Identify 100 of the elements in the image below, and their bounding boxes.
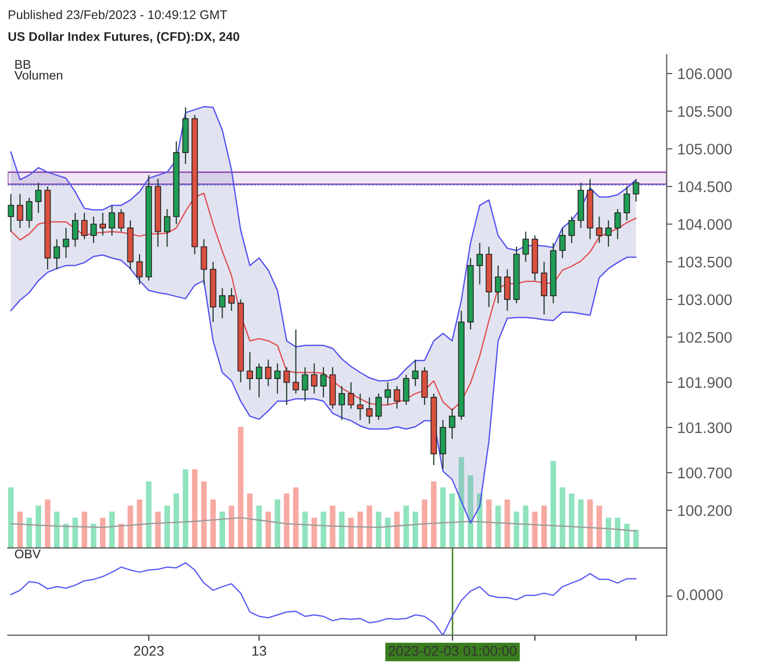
y-tick-label: 100.700: [678, 468, 732, 478]
bar: [36, 506, 42, 548]
annotation: BB: [15, 60, 30, 69]
bar: [100, 518, 106, 548]
bar: [412, 512, 418, 548]
candlestick: [100, 212, 106, 236]
y-tick-label: 101.300: [678, 422, 732, 434]
x-tick-label: 2023-02-03 01:00:00: [388, 646, 516, 656]
bar: [522, 506, 528, 548]
bar: [284, 493, 290, 548]
bar: [311, 518, 317, 548]
candlestick: [412, 359, 419, 387]
bar: [486, 500, 492, 548]
bar: [541, 506, 547, 548]
line-series: [10, 254, 637, 524]
bar: [440, 487, 446, 548]
bar: [118, 524, 124, 548]
candlestick: [320, 366, 327, 398]
bar: [192, 469, 198, 548]
bar: [614, 518, 620, 548]
bar: [220, 512, 226, 548]
y-tick-label: 103.500: [678, 256, 732, 268]
candlestick: [274, 362, 281, 394]
x-tick-label: 13: [252, 646, 266, 656]
bar: [357, 512, 363, 548]
bar: [348, 518, 354, 548]
candlestick: [16, 193, 24, 228]
candlestick: [632, 178, 640, 202]
candlestick: [494, 265, 502, 304]
candlestick: [283, 366, 290, 406]
bar: [182, 469, 188, 548]
bar: [274, 500, 280, 548]
bar: [210, 500, 216, 548]
bar: [82, 512, 88, 548]
bar: [146, 481, 152, 548]
candlestick: [596, 216, 602, 244]
bar: [394, 512, 400, 548]
bar: [228, 506, 234, 548]
y-tick-label: 105.000: [678, 144, 732, 155]
text: Published 23/Feb/2023 - 10:49:12 GMT: [8, 10, 228, 20]
candlestick: [357, 393, 364, 420]
bar: [532, 512, 538, 548]
bar: [339, 512, 345, 548]
candlestick: [35, 182, 42, 214]
candlestick: [72, 212, 78, 248]
bar: [330, 506, 336, 548]
bar: [72, 518, 78, 548]
candlestick: [90, 216, 97, 244]
candlestick: [164, 208, 170, 248]
bar: [247, 493, 253, 548]
bar: [54, 512, 60, 548]
candlestick: [256, 362, 262, 398]
candlestick: [384, 382, 391, 406]
candlestick: [228, 288, 235, 312]
candlestick: [624, 186, 630, 221]
bar: [238, 426, 244, 548]
candlestick: [348, 382, 354, 410]
candlestick: [136, 254, 143, 285]
y-tick-label: 104.500: [678, 181, 732, 192]
bar: [468, 475, 474, 548]
candlestick: [200, 238, 208, 285]
bar: [606, 518, 612, 548]
bar: [44, 500, 50, 548]
bar: [504, 500, 510, 548]
x-tick-label: 2023: [134, 646, 164, 656]
bar: [174, 493, 180, 548]
chart-title: US Dollar Index Futures, (CFD):DX, 240: [8, 32, 240, 44]
text: OBV: [14, 550, 41, 558]
text: 0.0000: [677, 589, 723, 600]
bar: [495, 506, 501, 548]
candlestick: [366, 396, 373, 424]
bar: [568, 493, 574, 548]
bar: [320, 512, 326, 548]
bar: [128, 506, 134, 548]
annotation: Volumen: [14, 70, 62, 80]
bar: [385, 518, 391, 548]
y-tick-label: 106.000: [678, 68, 732, 80]
candlestick: [246, 352, 254, 390]
bar: [164, 506, 170, 548]
y-tick-label: 104.000: [678, 219, 732, 230]
candlestick: [338, 386, 345, 420]
y-tick-label: 100.200: [678, 505, 732, 516]
y-tick-label: 103.000: [678, 294, 732, 306]
candlestick: [448, 408, 456, 440]
bar: [458, 457, 464, 548]
bar: [8, 487, 14, 548]
candlestick: [375, 393, 382, 420]
candlestick: [81, 212, 88, 240]
bar: [63, 524, 69, 548]
bar: [624, 524, 630, 548]
candlestick: [8, 193, 14, 232]
bar: [449, 493, 455, 548]
bar: [596, 506, 602, 548]
candlestick: [522, 231, 529, 262]
bar: [26, 518, 32, 548]
bar: [17, 512, 23, 548]
candlestick: [54, 238, 60, 270]
y-tick-label: 101.900: [678, 377, 732, 388]
candlestick: [540, 261, 548, 316]
bar: [201, 481, 207, 548]
